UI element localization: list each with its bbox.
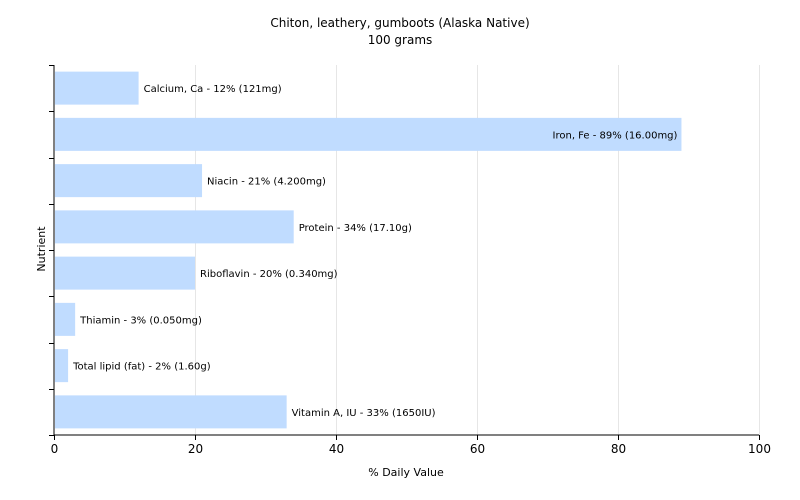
bar-value-label: Thiamin - 3% (0.050mg) — [79, 315, 202, 326]
bar-value-label: Calcium, Ca - 12% (121mg) — [144, 84, 282, 95]
bar — [55, 302, 76, 336]
bar-value-label: Total lipid (fat) - 2% (1.60g) — [72, 362, 211, 373]
bar-value-label: Protein - 34% (17.10g) — [299, 223, 412, 234]
x-tick-label: 40 — [329, 442, 344, 456]
bar-value-label: Vitamin A, IU - 33% (1650IU) — [292, 408, 436, 419]
chart-subtitle: 100 grams — [368, 33, 433, 47]
bar — [55, 256, 195, 290]
tick-labels: 0 20 40 60 80 100 — [51, 442, 771, 456]
bar — [55, 71, 139, 105]
y-axis-title: Nutrient — [35, 226, 48, 272]
bar-value-label: Iron, Fe - 89% (16.00mg) — [553, 130, 678, 141]
x-axis-title: % Daily Value — [368, 466, 444, 479]
bar — [55, 164, 203, 198]
x-tick-label: 80 — [611, 442, 626, 456]
bars — [55, 71, 682, 429]
bar-value-label: Niacin - 21% (4.200mg) — [207, 177, 326, 188]
bar — [55, 395, 287, 429]
chart-title: Chiton, leathery, gumboots (Alaska Nativ… — [270, 16, 529, 30]
x-tick-label: 20 — [188, 442, 203, 456]
bar — [55, 349, 69, 383]
bar — [55, 117, 682, 151]
bar-labels: Calcium, Ca - 12% (121mg) Iron, Fe - 89% … — [72, 84, 677, 419]
bar — [55, 210, 294, 244]
x-tick-label: 60 — [470, 442, 485, 456]
axes — [49, 65, 760, 440]
x-tick-label: 0 — [51, 442, 59, 456]
bar-value-label: Riboflavin - 20% (0.340mg) — [200, 269, 338, 280]
x-tick-label: 100 — [748, 442, 771, 456]
